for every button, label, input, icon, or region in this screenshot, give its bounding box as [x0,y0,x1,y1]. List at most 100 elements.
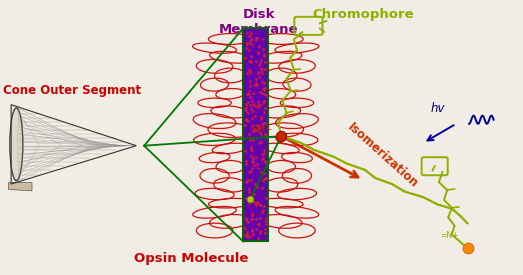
Point [246,58,254,63]
Point [252,185,260,189]
Point [260,54,268,59]
Point [252,203,260,207]
Point [277,134,286,138]
Point [242,101,251,106]
Point [246,71,254,76]
Point [245,89,253,93]
Point [241,226,249,230]
Point [262,175,270,180]
Point [251,114,259,118]
Point [248,138,257,142]
Point [250,101,258,106]
Point [248,37,256,41]
Point [258,121,267,126]
Point [243,232,251,236]
Point [252,35,260,40]
Point [242,217,251,221]
Point [250,192,258,196]
Point [243,219,252,223]
Point [252,200,260,205]
Point [255,124,263,128]
Point [255,70,264,74]
Point [258,122,267,127]
Point [254,71,263,76]
Point [242,159,250,163]
Point [252,227,260,232]
Point [256,58,265,62]
Point [248,90,257,95]
Point [254,51,262,56]
Point [259,51,268,56]
Point [241,149,249,154]
Point [249,103,257,108]
Point [250,83,258,87]
Point [259,101,267,105]
Point [243,230,252,235]
Point [262,219,270,224]
Point [245,190,254,194]
Point [262,134,270,139]
Point [255,75,263,79]
Point [245,34,253,39]
Point [254,166,263,171]
Point [255,231,264,235]
Point [251,200,259,204]
Point [245,68,253,73]
Point [249,109,257,113]
Point [252,76,260,81]
Point [252,38,260,43]
Point [246,84,255,88]
Point [253,185,261,189]
Text: hv: hv [431,102,446,115]
Point [247,147,256,152]
Point [250,163,258,167]
Point [253,82,261,87]
Text: Disk
Membrane: Disk Membrane [219,7,299,35]
Point [241,107,249,111]
Point [243,41,252,45]
Point [255,126,263,130]
Point [242,215,251,220]
Point [258,178,267,182]
Point [244,118,252,123]
Point [258,47,267,51]
Point [243,233,252,238]
Point [255,43,264,48]
Point [248,156,257,160]
Point [260,80,268,85]
Point [249,232,257,236]
Point [259,207,267,212]
Point [247,178,256,183]
Point [246,138,255,142]
Point [254,235,262,240]
Point [247,154,255,158]
Point [243,31,251,35]
Point [247,106,255,111]
Point [248,212,256,217]
Point [247,146,256,151]
Point [260,88,269,92]
Point [243,92,252,96]
Point [463,246,472,251]
Point [258,86,267,91]
Point [246,197,254,201]
Point [258,36,267,41]
Polygon shape [8,183,32,191]
Point [258,186,266,190]
Point [248,212,256,216]
Point [256,130,265,134]
Point [252,128,260,132]
Point [246,69,254,73]
Point [259,156,267,161]
Point [249,129,258,134]
Point [255,103,263,107]
Point [248,216,256,221]
Point [246,31,255,35]
Point [245,200,253,205]
Point [262,216,270,221]
Point [246,38,254,42]
Text: =N+: =N+ [440,231,459,240]
Point [242,162,251,166]
Point [241,233,249,237]
Point [252,155,260,159]
